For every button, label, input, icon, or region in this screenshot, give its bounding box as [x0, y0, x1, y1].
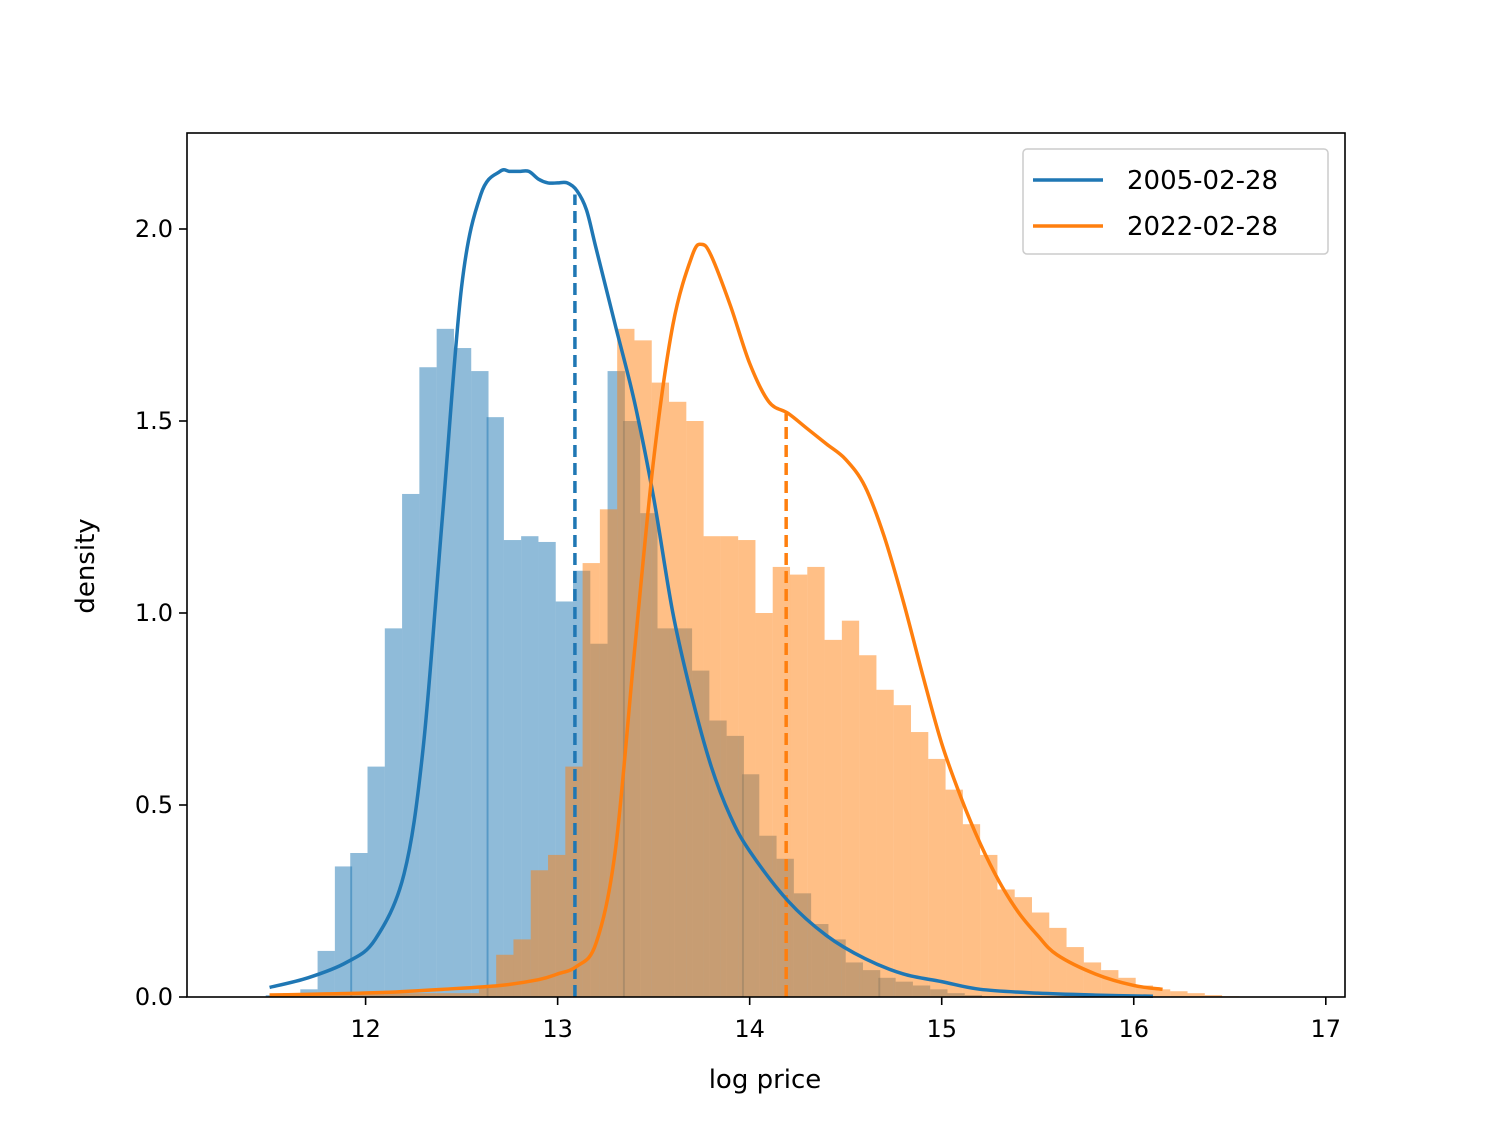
legend-label-2022: 2022-02-28 [1127, 212, 1278, 242]
histogram-bar [357, 993, 376, 997]
histogram-bar [530, 870, 549, 997]
histogram-bar [1170, 991, 1188, 997]
histogram-bar [1083, 962, 1102, 997]
histogram-bar [893, 705, 912, 997]
histogram-bar [876, 689, 894, 997]
histogram-bar [375, 993, 393, 997]
histogram-bar [1101, 970, 1119, 997]
histogram-bar [910, 732, 929, 997]
histogram-bar [617, 328, 635, 998]
kde-curves [269, 167, 1163, 998]
histogram-bar [582, 563, 600, 997]
histogram-bar [962, 824, 981, 997]
y-tick-label: 2.0 [135, 215, 173, 243]
histogram-bar [720, 536, 739, 997]
y-axis-label: density [71, 518, 101, 613]
histogram-bar [513, 939, 531, 997]
histogram-bar [1049, 927, 1067, 997]
histogram-bar [1066, 947, 1084, 997]
histogram-bar [478, 985, 497, 997]
plot-frame [186, 132, 1346, 998]
y-tick-label: 0.5 [135, 791, 173, 819]
histogram-bar [471, 371, 489, 998]
legend-label-2005: 2005-02-28 [1127, 166, 1278, 196]
histogram-bar [392, 993, 410, 997]
histogram-bar [402, 493, 420, 997]
histogram-bar [317, 950, 335, 997]
histogram-bar [945, 789, 963, 997]
histogram-bar [859, 655, 877, 997]
histogram-bar [453, 348, 472, 997]
histogram-bar [928, 758, 946, 997]
histogram-bar [1187, 993, 1205, 997]
y-tick-label: 1.5 [135, 407, 173, 435]
histogram-bar [1204, 995, 1223, 997]
y-tick-label: 1.0 [135, 599, 173, 627]
x-tick-label: 12 [350, 1015, 381, 1043]
histogram-bar [350, 853, 368, 997]
histogram-bar [997, 889, 1015, 997]
histogram-bar [755, 613, 773, 997]
histogram-bar [1152, 989, 1171, 997]
x-tick-label: 17 [1311, 1015, 1342, 1043]
histogram-bar [503, 540, 522, 997]
histogram-bar [841, 620, 860, 997]
x-tick-label: 15 [926, 1015, 957, 1043]
x-axis: 12 13 14 15 16 17 [350, 997, 1341, 1043]
x-tick-label: 16 [1118, 1015, 1149, 1043]
x-tick-label: 13 [542, 1015, 573, 1043]
histogram-bar [548, 854, 566, 997]
histogram-bar [980, 854, 998, 997]
histogram-bar [738, 540, 756, 997]
histogram-bar [824, 639, 842, 997]
histogram-bar [384, 628, 403, 997]
histogram-bar [486, 417, 504, 997]
histogram-bar [334, 866, 353, 997]
histogram-bar [436, 328, 454, 998]
histogram-bars [265, 328, 1240, 998]
x-axis-label: log price [709, 1065, 822, 1095]
histogram-bar [496, 954, 514, 997]
histogram-bar [790, 574, 808, 997]
histogram-bar [444, 993, 462, 997]
y-axis: 0.0 0.5 1.0 1.5 2.0 [135, 215, 187, 1011]
histogram-bar [651, 382, 670, 998]
histogram-bar [669, 401, 687, 997]
histogram-bar [807, 566, 825, 997]
kde-curve [269, 167, 1153, 998]
histogram-bar [1031, 912, 1050, 997]
histogram-bar [427, 993, 445, 997]
histogram-bar [367, 766, 385, 997]
kde-curve [269, 242, 1163, 997]
histogram-bar [409, 993, 428, 997]
histogram-bar [461, 993, 479, 997]
histogram-bar [1135, 985, 1153, 997]
legend: 2005-02-28 2022-02-28 [1022, 148, 1329, 255]
x-tick-label: 14 [734, 1015, 765, 1043]
y-tick-label: 0.0 [135, 983, 173, 1011]
